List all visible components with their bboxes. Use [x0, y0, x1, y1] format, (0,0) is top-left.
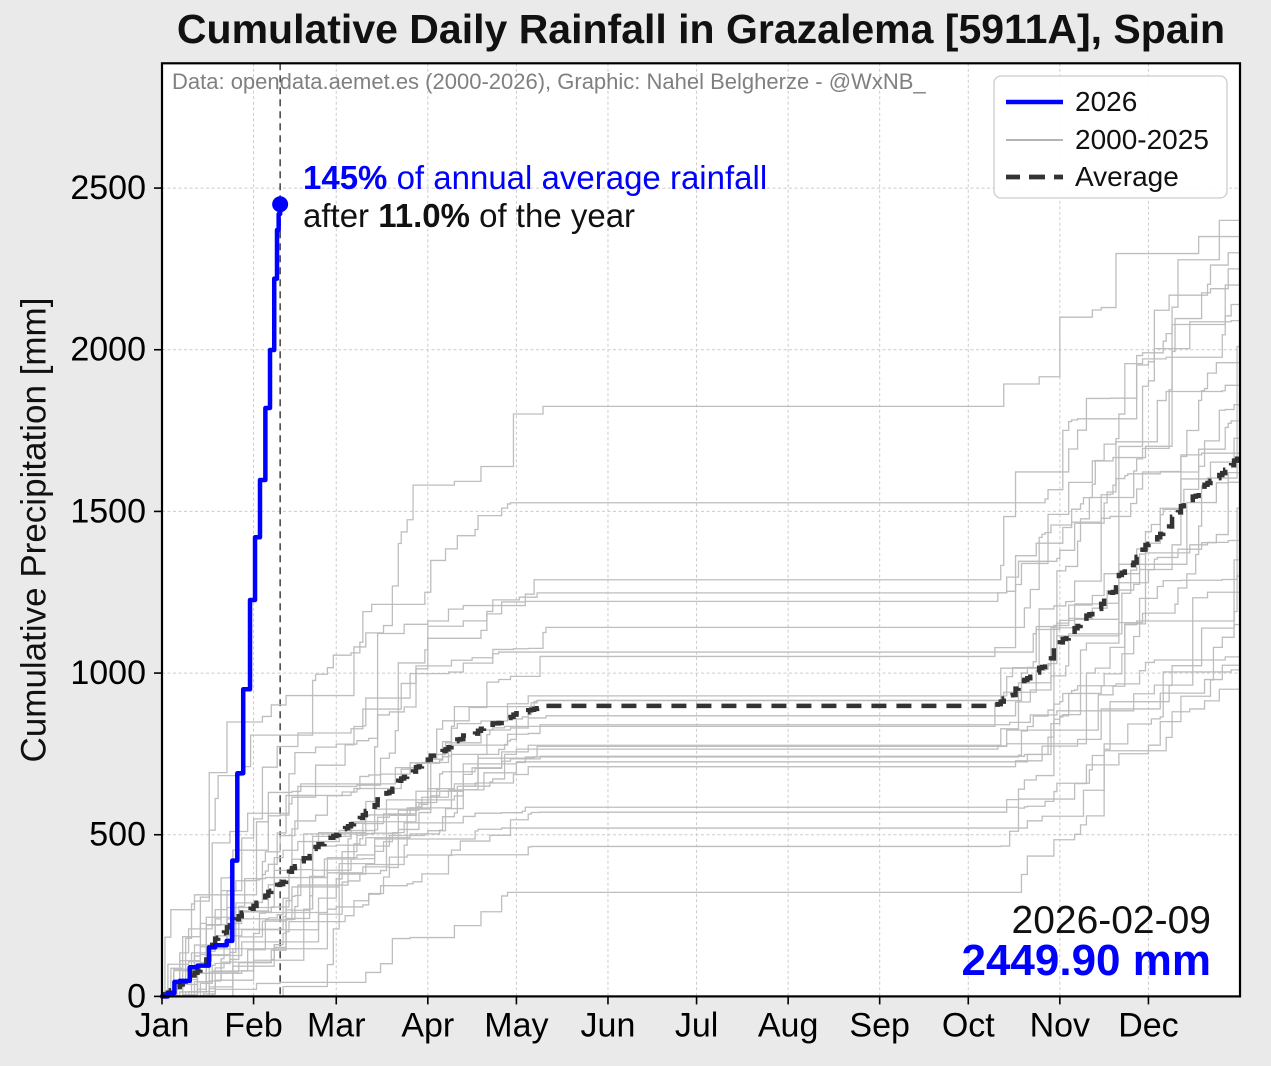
svg-text:1500: 1500: [70, 492, 146, 530]
svg-text:May: May: [484, 1006, 548, 1044]
svg-text:Oct: Oct: [942, 1006, 995, 1044]
svg-text:Jun: Jun: [581, 1006, 636, 1044]
svg-text:2000-2025: 2000-2025: [1075, 124, 1209, 155]
svg-text:500: 500: [89, 816, 146, 854]
svg-text:Aug: Aug: [758, 1006, 819, 1044]
svg-text:after 11.0% of the year: after 11.0% of the year: [303, 197, 635, 234]
svg-text:Data: opendata.aemet.es (2000-: Data: opendata.aemet.es (2000-2026), Gra…: [172, 69, 926, 94]
svg-text:Mar: Mar: [307, 1006, 366, 1044]
svg-text:Feb: Feb: [224, 1006, 283, 1044]
svg-text:0: 0: [127, 977, 146, 1015]
svg-text:1000: 1000: [70, 654, 146, 692]
svg-text:2000: 2000: [70, 331, 146, 369]
svg-text:2449.90 mm: 2449.90 mm: [961, 936, 1211, 985]
svg-text:Apr: Apr: [401, 1006, 454, 1044]
svg-text:2500: 2500: [70, 169, 146, 207]
svg-text:Dec: Dec: [1118, 1006, 1178, 1044]
svg-text:Average: Average: [1075, 161, 1179, 192]
svg-text:2026: 2026: [1075, 86, 1137, 117]
svg-text:145% of annual average rainfal: 145% of annual average rainfall: [303, 159, 767, 196]
svg-text:Nov: Nov: [1030, 1006, 1090, 1044]
svg-text:Sep: Sep: [849, 1006, 910, 1044]
svg-text:Jul: Jul: [675, 1006, 718, 1044]
